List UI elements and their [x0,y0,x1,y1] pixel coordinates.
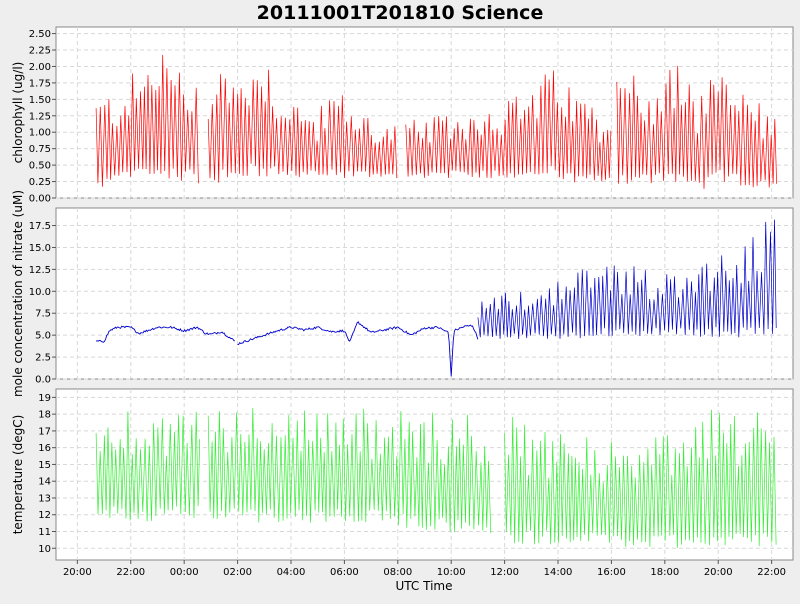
x-tick-label: 18:00 [650,567,679,578]
y-tick-label: 16 [38,443,51,454]
x-tick-label: 00:00 [170,567,199,578]
y-tick-label: 0.75 [29,144,51,155]
y-tick-label: 17.5 [29,221,51,232]
panel-temperature: 10 11 12 13 14 15 16 17 18 19 temperature (degC) [11,388,794,561]
y-tick-label: 0.00 [29,194,51,205]
y-tick-label: 1.00 [29,128,51,139]
y-tick-label: 0.25 [29,177,51,188]
y-tick-label: 12.5 [29,265,51,276]
y-tick-label: 0.0 [35,375,51,386]
series-line-chlorophyll [207,69,398,183]
y-tick-label: 2.00 [29,62,51,73]
x-tick-label: 08:00 [383,567,412,578]
y-tick-label: 18 [38,410,51,421]
y-tick-label: 1.75 [29,78,51,89]
x-axis-label: UTC Time [396,579,453,593]
series-line-temperature [95,411,201,522]
series-line-nitrate [237,321,479,377]
y-tick-label: 14 [38,477,51,488]
series-line-nitrate [95,325,236,343]
chart-title: 20111001T201810 Science [257,2,544,24]
series-line-chlorophyll [95,54,199,187]
series-line-temperature [504,409,777,549]
panel-chlorophyll: 0.00 0.25 0.50 0.75 1.00 1.25 1.50 1.75 2.00 2.25… [11,26,794,205]
y-tick-label: 0.50 [29,161,51,172]
x-tick-label: 04:00 [277,567,306,578]
y-tick-label: 11 [38,527,51,538]
x-tick-label: 10:00 [437,567,466,578]
y-axis-label-nitrate: mole concentration of nitrate (uM) [11,190,25,397]
y-tick-label: 2.50 [29,29,51,40]
series-line-temperature [207,407,492,534]
y-tick-label: 15.0 [29,243,51,254]
x-tick-label: 06:00 [330,567,359,578]
y-tick-label: 12 [38,510,51,521]
series-line-chlorophyll [405,70,612,183]
panels-group: 0.00 0.25 0.50 0.75 1.00 1.25 1.50 1.75 2.00 2.25… [11,26,794,561]
x-tick-label: 14:00 [544,567,573,578]
y-tick-label: 2.5 [35,353,51,364]
y-tick-label: 2.25 [29,46,51,57]
x-tick-label: 16:00 [597,567,626,578]
y-tick-label: 15 [38,460,51,471]
x-tick-label: 02:00 [223,567,252,578]
y-tick-label: 17 [38,426,51,437]
y-tick-label: 10 [38,544,51,555]
y-tick-label: 7.5 [35,309,51,320]
series-line-chlorophyll [616,65,777,189]
x-axis: 20:00 22:00 00:00 02:00 04:00 06:00 08:00 10:00… [63,560,786,578]
plot-area-temperature [55,388,794,561]
y-tick-label: 13 [38,493,51,504]
x-tick-label: 20:00 [704,567,733,578]
x-tick-label: 20:00 [63,567,92,578]
y-axis-label-chlorophyll: chlorophyll (ug/l) [11,62,25,164]
y-tick-label: 1.25 [29,111,51,122]
y-tick-label: 19 [38,393,51,404]
panel-nitrate: 0.0 2.5 5.0 7.5 10.0 12.5 15.0 17.5 mole concent… [11,190,794,397]
x-tick-label: 22:00 [757,567,786,578]
y-tick-label: 1.50 [29,95,51,106]
x-tick-label: 22:00 [116,567,145,578]
y-tick-label: 10.0 [29,287,51,298]
series-line-nitrate [477,219,777,340]
y-axis-label-temperature: temperature (degC) [11,415,25,535]
y-tick-label: 5.0 [35,331,51,342]
x-tick-label: 12:00 [490,567,519,578]
